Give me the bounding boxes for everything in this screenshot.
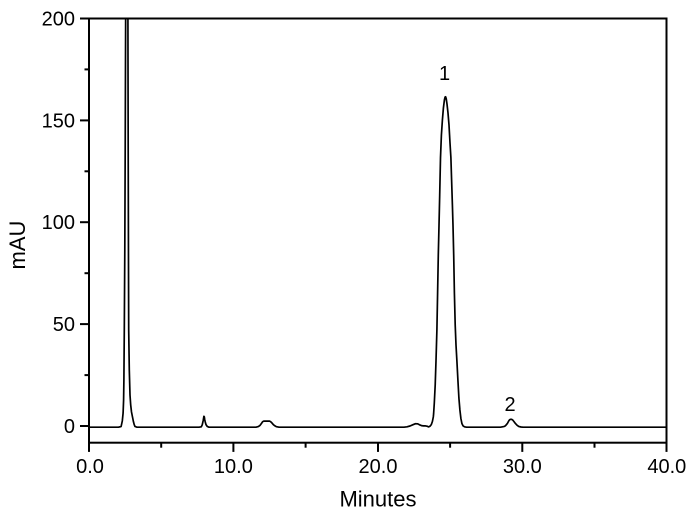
svg-text:2: 2 <box>504 394 515 416</box>
svg-text:Minutes: Minutes <box>339 487 416 512</box>
svg-text:20.0: 20.0 <box>359 456 398 478</box>
svg-text:100: 100 <box>42 212 75 234</box>
svg-text:1: 1 <box>439 63 450 85</box>
svg-text:40.0: 40.0 <box>647 456 686 478</box>
svg-text:50: 50 <box>53 314 75 336</box>
svg-text:0: 0 <box>64 416 75 438</box>
svg-text:10.0: 10.0 <box>214 456 253 478</box>
svg-text:mAU: mAU <box>5 221 30 270</box>
svg-text:30.0: 30.0 <box>503 456 542 478</box>
svg-text:0.0: 0.0 <box>76 456 104 478</box>
svg-text:150: 150 <box>42 110 75 132</box>
svg-text:200: 200 <box>42 9 75 31</box>
